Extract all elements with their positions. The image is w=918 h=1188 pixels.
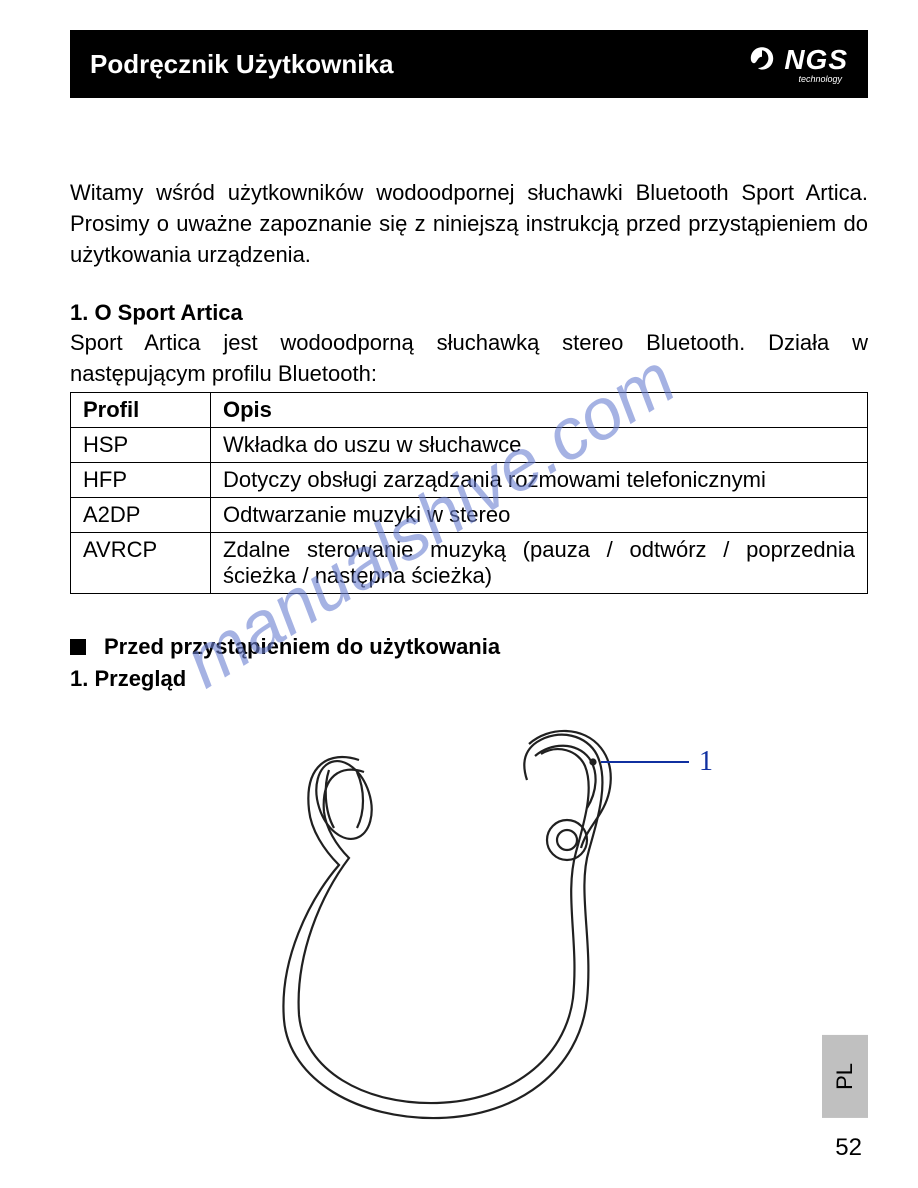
cell-desc: Wkładka do uszu w słuchawce (211, 427, 868, 462)
section2-bullet-text: Przed przystąpieniem do użytkowania (104, 634, 500, 660)
header-title: Podręcznik Użytkownika (90, 49, 393, 80)
cell-profile: HFP (71, 462, 211, 497)
cell-profile: AVRCP (71, 532, 211, 593)
ngs-logo-icon (746, 44, 778, 76)
table-row: A2DP Odtwarzanie muzyki w stereo (71, 497, 868, 532)
headset-diagram: 1 (70, 700, 868, 1130)
callout-1: 1 (699, 746, 713, 777)
table-row: HFP Dotyczy obsługi zarządzania rozmowam… (71, 462, 868, 497)
table-header-desc: Opis (211, 392, 868, 427)
page-number: 52 (835, 1134, 862, 1162)
cell-desc: Odtwarzanie muzyki w stereo (211, 497, 868, 532)
profile-table: Profil Opis HSP Wkładka do uszu w słucha… (70, 392, 868, 594)
section2-sub: 1. Przegląd (70, 666, 868, 692)
cell-desc: Zdalne sterowanie muzyką (pauza / odtwór… (211, 532, 868, 593)
cell-profile: A2DP (71, 497, 211, 532)
cell-profile: HSP (71, 427, 211, 462)
brand-subtitle: technology (798, 74, 842, 84)
table-row: AVRCP Zdalne sterowanie muzyką (pauza / … (71, 532, 868, 593)
square-bullet-icon (70, 639, 86, 655)
section2-bullet-row: Przed przystąpieniem do użytkowania (70, 634, 868, 660)
brand-logo: NGS technology (746, 44, 848, 84)
table-header-row: Profil Opis (71, 392, 868, 427)
section1-title: 1. O Sport Artica (70, 300, 868, 326)
header-bar: Podręcznik Użytkownika NGS technology (70, 30, 868, 98)
headset-svg: 1 (209, 700, 729, 1130)
table-row: HSP Wkładka do uszu w słuchawce (71, 427, 868, 462)
section1-desc: Sport Artica jest wodoodporną słuchawką … (70, 328, 868, 390)
brand-name: NGS (784, 44, 848, 76)
language-tab: PL (822, 1035, 868, 1118)
table-header-profile: Profil (71, 392, 211, 427)
cell-desc: Dotyczy obsługi zarządzania rozmowami te… (211, 462, 868, 497)
intro-paragraph: Witamy wśród użytkowników wodoodpornej s… (70, 178, 868, 270)
